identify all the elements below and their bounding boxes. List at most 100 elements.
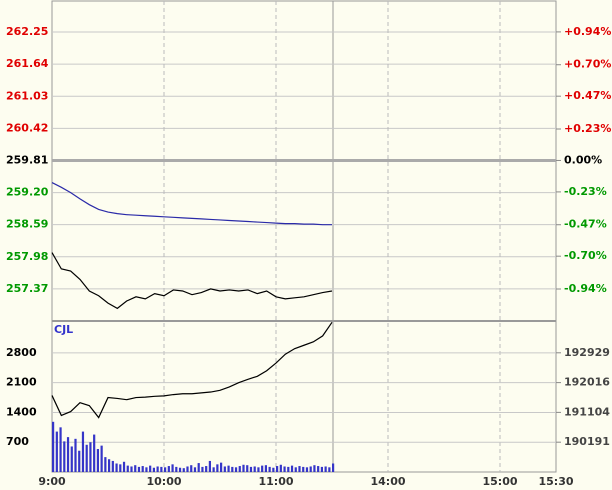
volume-bar — [328, 467, 331, 472]
volume-bar — [85, 444, 88, 472]
y2-tick-label: +0.23% — [564, 122, 611, 135]
y-tick-label: 257.37 — [6, 282, 48, 295]
volume-bar — [152, 467, 155, 472]
y2-tick-label: +0.47% — [564, 89, 611, 102]
y2-tick-label: 191104 — [564, 405, 610, 418]
y-tick-label: 259.81 — [6, 153, 48, 166]
volume-bar — [242, 464, 245, 472]
volume-bar — [78, 450, 81, 472]
x-tick-label: 11:00 — [258, 475, 293, 488]
volume-bar — [238, 466, 241, 472]
volume-bar — [290, 465, 294, 472]
y-tick-label: 1400 — [6, 405, 37, 418]
volume-bar — [302, 466, 305, 472]
volume-bar — [261, 465, 264, 472]
volume-bar — [111, 460, 114, 472]
price-line — [51, 182, 332, 226]
volume-bar — [317, 466, 320, 472]
volume-line — [51, 321, 333, 419]
volume-bar — [313, 465, 316, 472]
volume-bar — [141, 466, 144, 472]
volume-bar — [205, 466, 208, 472]
y-tick-label: 257.98 — [6, 250, 48, 263]
volume-bar — [186, 466, 189, 472]
volume-bar — [309, 466, 312, 472]
volume-bar — [220, 462, 223, 472]
volume-bar — [246, 465, 249, 472]
volume-bar — [52, 421, 55, 472]
volume-bar — [59, 427, 62, 472]
volume-bar — [122, 461, 126, 472]
volume-bar — [287, 466, 290, 472]
y2-tick-label: 190191 — [564, 435, 610, 448]
x-tick-label: 14:00 — [370, 475, 405, 488]
y-tick-label: 261.64 — [6, 57, 49, 70]
volume-bar — [223, 466, 226, 472]
volume-bar — [137, 466, 141, 472]
volume-bar — [96, 449, 99, 472]
y2-tick-label: 192929 — [564, 346, 610, 359]
volume-bar — [66, 437, 70, 472]
volume-bar — [74, 438, 77, 472]
volume-bar — [268, 466, 271, 472]
y2-tick-label: -0.94% — [564, 282, 607, 295]
volume-bar — [178, 467, 182, 472]
volume-bar — [253, 466, 256, 472]
volume-bar — [130, 466, 133, 472]
volume-bar — [193, 467, 197, 472]
volume-bar — [197, 463, 200, 472]
panel-title: CJL — [54, 323, 73, 336]
volume-bar — [89, 442, 92, 472]
volume-bar — [182, 468, 185, 472]
y2-tick-label: 192016 — [564, 376, 610, 389]
volume-bar — [324, 466, 327, 472]
volume-bar — [320, 466, 323, 472]
volume-bar — [104, 457, 107, 472]
volume-bar — [55, 431, 58, 472]
y2-tick-label: +0.94% — [564, 25, 611, 38]
volume-bar — [126, 465, 129, 472]
y-tick-label: 258.59 — [6, 218, 48, 231]
y-tick-label: 2800 — [6, 346, 37, 359]
volume-bar — [63, 441, 66, 472]
volume-bar — [93, 434, 96, 472]
volume-bar — [257, 467, 260, 472]
volume-bar — [212, 467, 215, 472]
y2-tick-label: -0.70% — [564, 249, 607, 262]
y-tick-label: 262.25 — [6, 25, 48, 38]
volume-bar — [171, 464, 174, 472]
plot-frame — [51, 0, 557, 473]
y-tick-label: 259.20 — [6, 186, 49, 199]
volume-bar — [134, 465, 137, 472]
volume-bar — [201, 466, 204, 472]
price-line — [51, 252, 333, 310]
x-tick-label: 9:00 — [38, 475, 66, 488]
volume-bar — [100, 445, 103, 472]
y-tick-label: 700 — [6, 435, 29, 448]
x-tick-label: 10:00 — [146, 475, 181, 488]
volume-bar — [272, 467, 275, 472]
volume-bar — [81, 431, 85, 472]
y-tick-label: 260.42 — [6, 121, 48, 134]
volume-bar — [160, 466, 163, 472]
volume-bar — [234, 467, 238, 472]
volume-bar — [298, 466, 301, 472]
volume-bar — [332, 463, 335, 472]
volume-bar — [119, 464, 122, 472]
volume-bar — [208, 460, 211, 472]
volume-bar — [190, 465, 193, 472]
volume-bar — [294, 467, 297, 472]
x-tick-label: 15:30 — [538, 475, 573, 488]
volume-bar — [156, 466, 159, 472]
y2-tick-label: +0.70% — [564, 58, 611, 71]
volume-bar — [231, 466, 234, 472]
volume-bar — [149, 465, 152, 472]
volume-bar — [70, 446, 73, 472]
volume-bar — [249, 466, 253, 472]
volume-bar — [164, 467, 167, 472]
volume-bar — [264, 465, 267, 472]
y2-tick-label: -0.47% — [564, 218, 607, 231]
volume-bar — [108, 459, 111, 472]
volume-bar — [305, 467, 309, 472]
